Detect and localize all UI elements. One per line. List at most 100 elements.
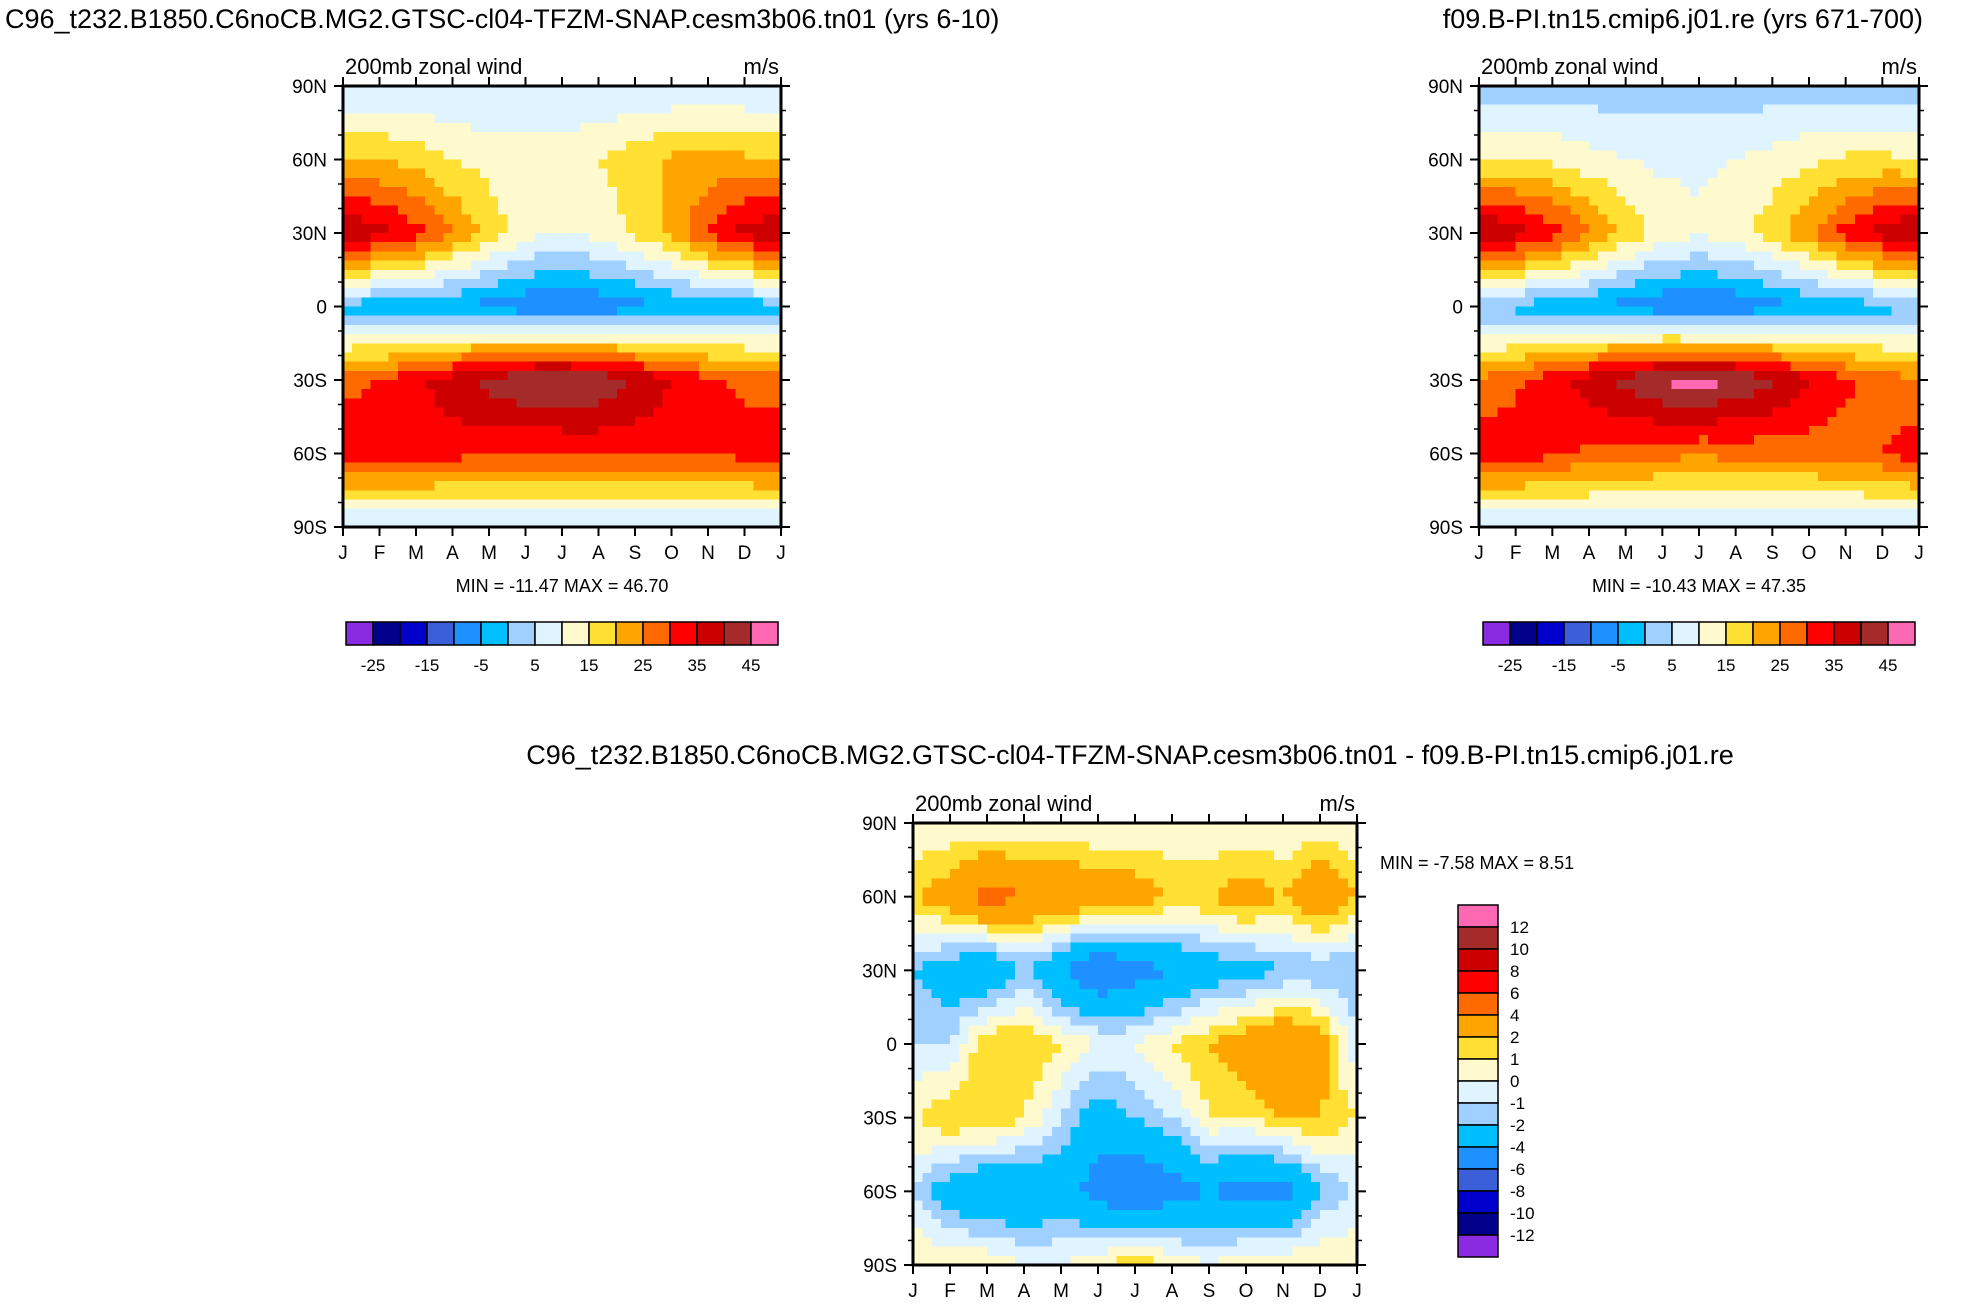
contour-cell [1717,370,1728,381]
contour-cell [635,86,645,96]
contour-cell [543,407,554,418]
contour-cell [1854,444,1865,455]
contour-cell [461,196,472,207]
contour-cell [1818,334,1828,344]
contour-cell [1708,380,1718,390]
contour-cell [1246,850,1256,861]
contour-cell [635,490,645,501]
contour-cell [744,389,755,399]
lat-label: 30S [1429,371,1463,392]
contour-cell [680,196,691,207]
contour-cell [644,407,654,418]
contour-cell [717,196,727,207]
contour-cell [698,104,709,115]
contour-cell [525,214,536,225]
contour-cell [1662,159,1673,170]
contour-cell [1051,823,1062,833]
contour-cell [1726,389,1737,399]
contour-cell [1882,251,1893,262]
contour-cell [1515,453,1526,464]
contour-cell [1845,242,1856,252]
contour-cell [1570,214,1581,225]
contour-cell [1873,177,1883,188]
contour-cell [762,177,773,188]
contour-cell [1781,242,1792,252]
contour-cell [1246,832,1256,843]
contour-cell [1301,850,1312,861]
contour-cell [1781,122,1792,133]
contour-cell [525,425,536,436]
contour-cell [1882,435,1893,445]
contour-cell [1699,177,1709,188]
contour-cell [1754,315,1764,326]
contour-cell [726,278,736,289]
contour-cell [525,471,536,482]
contour-cell [1891,499,1902,510]
contour-cell [397,288,408,298]
contour-cell [1909,187,1920,197]
contour-cell [1900,481,1911,491]
contour-cell [1607,288,1618,298]
contour-cell [1726,141,1737,151]
contour-cell [689,352,700,363]
contour-cell [489,444,499,455]
contour-cell [1264,841,1275,852]
contour-cell [479,260,490,271]
contour-cell [1589,177,1599,188]
contour-cell [379,159,390,170]
contour-cell [352,462,362,473]
contour-cell [352,168,362,179]
contour-cell [753,159,764,170]
month-label: D [738,543,752,564]
contour-cell [1882,425,1893,436]
contour-cell [1818,177,1828,188]
contour-cell [1579,481,1590,491]
contour-cell [443,214,454,225]
contour-cell [1717,315,1728,326]
contour-cell [1726,435,1737,445]
contour-cell [406,471,417,482]
contour-cell [580,380,590,390]
contour-cell [968,841,979,852]
contour-cell [552,251,563,262]
contour-cell [1524,389,1535,399]
contour-cell [1836,233,1847,243]
contour-cell [744,168,755,179]
contour-cell [598,444,609,455]
contour-cell [1570,260,1581,271]
contour-cell [1338,841,1349,852]
contour-cell [1891,214,1902,225]
contour-cell [416,141,426,151]
contour-cell [1754,122,1764,133]
contour-cell [425,122,435,133]
contour-cell [525,453,536,464]
contour-cell [1799,159,1810,170]
contour-cell [443,113,454,124]
contour-cell [1900,269,1911,280]
contour-cell [1534,141,1544,151]
contour-cell [489,361,499,372]
contour-cell [397,251,408,262]
contour-cell [762,517,773,528]
contour-cell [1607,251,1618,262]
contour-cell [1255,823,1266,833]
contour-cell [1809,150,1819,161]
contour-cell [1726,95,1737,105]
contour-cell [489,315,499,326]
contour-cell [434,205,444,216]
contour-cell [1598,223,1608,234]
contour-cell [708,334,718,344]
contour-cell [525,462,536,473]
contour-cell [1579,260,1590,271]
contour-cell [489,462,499,473]
contour-cell [1689,278,1700,289]
contour-cell [1598,177,1608,188]
contour-cell [352,444,362,455]
contour-cell [680,517,691,528]
contour-cell [1190,841,1201,852]
contour-cell [1873,425,1883,436]
contour-cell [516,122,527,133]
contour-cell [425,425,435,436]
contour-cell [406,141,417,151]
contour-cell [959,832,970,843]
